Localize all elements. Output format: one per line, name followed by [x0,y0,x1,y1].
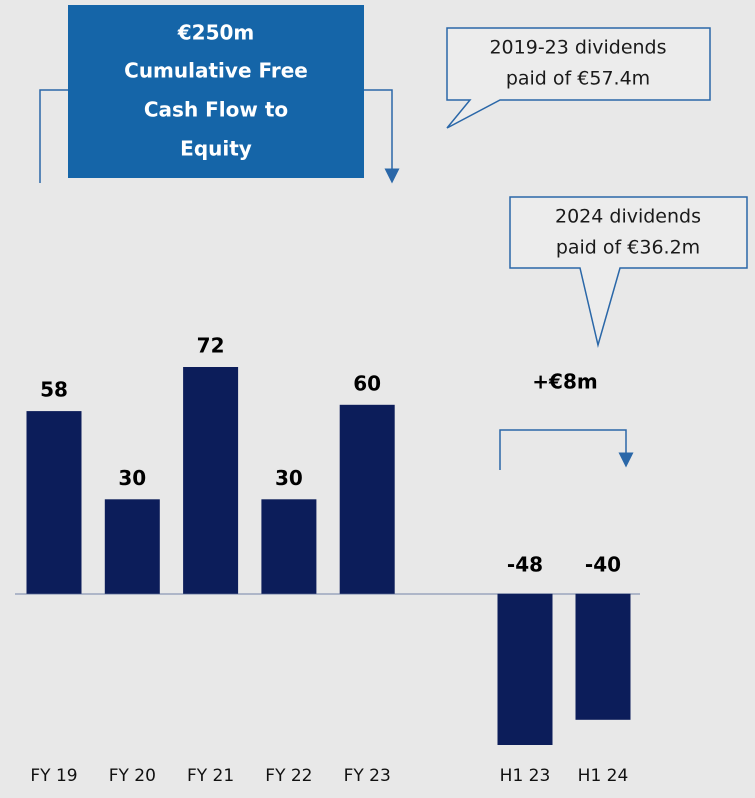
bracket-arrow [364,89,400,184]
callout-text: 2024 dividends [555,206,701,228]
bracket [39,89,68,183]
callout-text: paid of €57.4m [506,68,650,90]
callout [446,27,711,129]
bar [183,367,239,594]
x-tick-label: FY 20 [109,766,156,786]
x-tick-label: H1 23 [500,766,551,786]
bar [104,499,160,594]
x-tick-label: FY 22 [265,766,312,786]
callout-text: 2019-23 dividends [489,37,666,59]
data-label: 60 [353,371,381,395]
bar [575,593,631,720]
x-tick-label: FY 21 [187,766,234,786]
bar [261,499,317,594]
x-tick-label: H1 24 [578,766,629,786]
highlight-box [68,5,364,178]
data-label: 72 [197,334,225,358]
bar [26,411,82,594]
change-label: +€8m [532,370,597,394]
data-label: -48 [507,552,543,576]
box-text: Cumulative Free [124,59,308,83]
data-label: 58 [40,378,68,402]
box-text: Equity [180,137,252,161]
box-text: €250m [177,21,255,45]
bar [339,404,395,594]
box-text: Cash Flow to [144,98,288,122]
data-label: 30 [275,466,303,490]
callout-text: paid of €36.2m [556,237,700,259]
data-label: 30 [118,466,146,490]
x-tick-label: FY 23 [344,766,391,786]
change-bracket [499,429,634,470]
bar [497,593,553,745]
x-tick-label: FY 19 [30,766,77,786]
data-label: -40 [585,552,621,576]
callout [509,196,748,348]
